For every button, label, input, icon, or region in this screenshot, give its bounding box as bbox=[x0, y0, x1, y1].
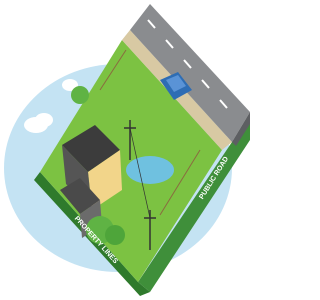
illustration: PUBLIC ROAD PROPERTY LINES bbox=[0, 0, 251, 300]
tree bbox=[105, 225, 125, 245]
tree bbox=[71, 86, 89, 104]
page: PUBLIC ROAD PROPERTY LINES (() => { cons… bbox=[0, 0, 251, 300]
pond bbox=[126, 156, 174, 184]
